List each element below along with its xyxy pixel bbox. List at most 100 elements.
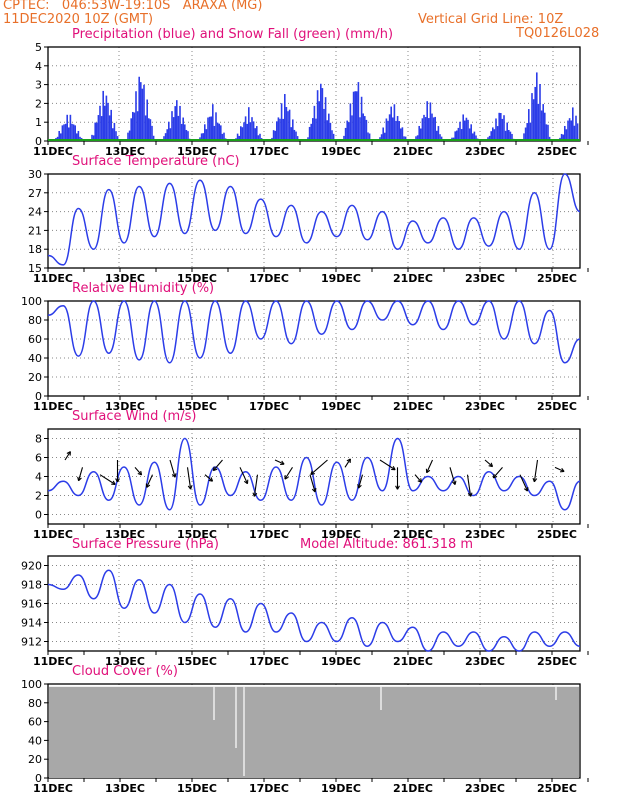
precip-bar (177, 115, 180, 141)
precip-bar (202, 133, 204, 141)
precip-bar (318, 101, 320, 141)
precip-bar (243, 122, 245, 141)
precip-bar (388, 114, 391, 141)
x-tick-label: 13DEC (105, 145, 145, 158)
wind-arrow-head (490, 462, 494, 467)
precip-bar (500, 113, 502, 141)
x-tick-label: 13DEC (105, 272, 145, 285)
y-tick-label: 20 (28, 753, 42, 766)
precip-bar (359, 117, 361, 141)
precip-bar (280, 103, 283, 141)
precip-bar (276, 121, 278, 141)
x-tick-label: 15DEC (177, 272, 217, 285)
y-tick-label: 20 (28, 371, 42, 384)
wind-arrow-head (66, 451, 71, 454)
y-tick-label: 27 (28, 187, 42, 200)
x-tick-label: 17DEC (249, 272, 289, 285)
wind-arrow (310, 459, 328, 475)
x-tick-label: 23DEC (465, 272, 505, 285)
precip-bar (63, 124, 65, 141)
header-right1: Vertical Grid Line: 10Z (418, 12, 564, 27)
precip-bar (390, 106, 392, 141)
wind-arrow (309, 474, 316, 493)
precip-bar (495, 118, 497, 141)
precip-bar (179, 105, 181, 141)
x-tick-label: 25DEC (537, 782, 577, 795)
panel-frame (47, 173, 581, 269)
precip-bar (439, 134, 441, 141)
x-tick-label: 11DEC (33, 400, 73, 413)
y-tick-label: 6 (35, 452, 42, 465)
precip-bar (467, 119, 469, 141)
header-right2: TQ0126L028 (516, 26, 600, 41)
precip-bar (509, 131, 512, 141)
x-tick-label: 11DEC (33, 528, 73, 541)
precip-bar (562, 134, 564, 141)
precip-bar (354, 91, 356, 141)
wind-arrow-head (488, 465, 493, 468)
precip-bar (331, 130, 333, 141)
wind-arrow-head (426, 469, 431, 474)
wind-arrow (449, 467, 456, 485)
precip-bar (534, 86, 536, 141)
precip-bar (343, 135, 345, 141)
precip-bar (346, 120, 348, 141)
precip-bar (536, 72, 538, 141)
precip-bar (384, 132, 386, 141)
wind-arrow-head (210, 477, 214, 482)
wind-arrow-head (311, 488, 316, 493)
precip-bar (362, 113, 364, 141)
precip-bar (560, 133, 563, 141)
precip-bar (401, 127, 404, 141)
precip-bar (218, 123, 220, 141)
wind-arrow-head (253, 492, 258, 497)
precip-bar (248, 107, 250, 141)
precip-bar (395, 120, 397, 141)
y-tick-label: 40 (28, 352, 42, 365)
precip-bar (72, 124, 75, 141)
x-tick-label: 21DEC (393, 272, 433, 285)
precip-bar (133, 112, 136, 141)
wind-arrow-head (208, 479, 213, 482)
wind-arrow (78, 467, 84, 481)
precip-bar (257, 135, 260, 141)
x-tick-label: 19DEC (321, 782, 361, 795)
series-line (47, 569, 581, 652)
precip-bar (113, 122, 116, 141)
precip-bar (367, 132, 369, 141)
precip-bar (506, 122, 508, 141)
precip-bar (426, 101, 428, 141)
precip-bar (99, 105, 101, 141)
precip-bar (127, 132, 129, 141)
precip-bar (221, 133, 224, 141)
y-tick-label: 100 (21, 295, 42, 308)
y-tick-label: 3 (35, 79, 42, 92)
precip-bar (279, 118, 281, 141)
precip-bar (146, 99, 148, 141)
y-tick-label: 15 (28, 262, 42, 275)
wind-arrow (134, 466, 142, 476)
precip-bar (71, 123, 73, 141)
precip-bar (382, 127, 384, 141)
x-tick-label: 23DEC (465, 528, 505, 541)
precip-bar (285, 107, 288, 141)
wind-arrow-head (281, 460, 285, 465)
precip-bar (511, 133, 513, 141)
precip-bar (56, 136, 59, 141)
precip-bar (244, 116, 247, 141)
x-tick-label: 15DEC (177, 655, 217, 668)
precip-bar (529, 122, 532, 141)
precip-bar (508, 129, 510, 141)
wind-arrow-head (492, 473, 495, 479)
x-tick-label: 11DEC (33, 655, 73, 668)
x-tick-label: 19DEC (321, 528, 361, 541)
precip-bar (523, 133, 525, 141)
precip-bar (416, 135, 419, 141)
wind-arrow-head (137, 472, 142, 476)
x-tick-label: 17DEC (249, 782, 289, 795)
precip-bar (380, 134, 383, 141)
x-tick-label: 15DEC (177, 782, 217, 795)
precip-bar (368, 133, 371, 141)
precip-bar (143, 84, 145, 141)
